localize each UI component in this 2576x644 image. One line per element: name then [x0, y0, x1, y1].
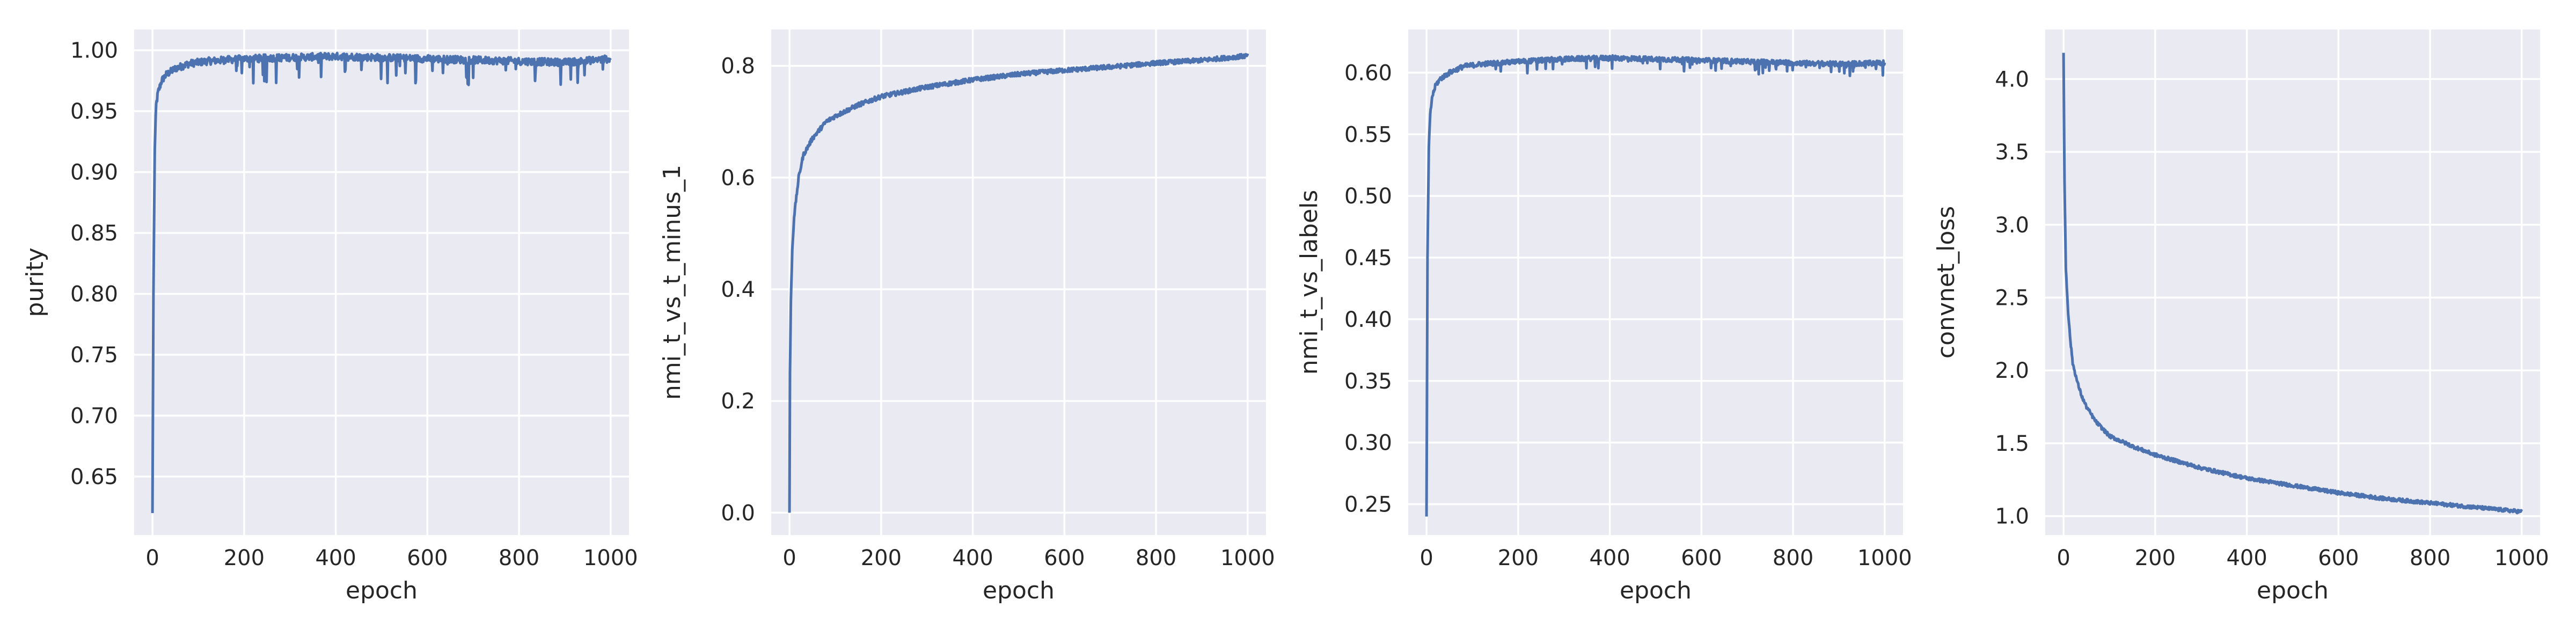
x-tick-label: 600 — [2318, 546, 2359, 570]
x-tick-label: 400 — [952, 546, 993, 570]
y-tick-label: 0.4 — [721, 277, 755, 302]
y-tick-label: 1.00 — [70, 39, 118, 63]
x-tick-label: 400 — [2226, 546, 2267, 570]
y-tick-label: 1.0 — [1995, 504, 2029, 529]
x-tick-label: 0 — [145, 546, 159, 570]
y-tick-label: 2.5 — [1995, 286, 2029, 311]
y-tick-label: 0.25 — [1344, 493, 1392, 517]
chart-panel-2: 0 200 400 600 800 1000 0.0 0.2 0.4 0.6 0.8 epoch nmi… — [658, 30, 1275, 604]
y-tick-label: 0.0 — [721, 501, 755, 525]
y-axis-label: nmi_t_vs_labels — [1296, 190, 1323, 375]
x-tick-label: 0 — [2057, 546, 2070, 570]
y-tick-label: 0.60 — [1344, 61, 1392, 85]
x-tick-label: 600 — [1681, 546, 1722, 570]
y-axis-label: purity — [21, 247, 49, 317]
x-tick-label: 600 — [407, 546, 448, 570]
y-tick-label: 0.6 — [721, 166, 755, 191]
chart-panel-3: 0 200 400 600 800 1000 0.25 0.30 0.35 0.40 0.45 0.5… — [1296, 30, 1912, 604]
y-tick-label: 0.8 — [721, 54, 755, 79]
x-tick-label: 1000 — [1857, 546, 1912, 570]
y-tick-label: 0.55 — [1344, 122, 1392, 147]
series-line — [2062, 53, 2523, 515]
y-tick-label: 0.95 — [70, 99, 118, 124]
x-tick-label: 800 — [2410, 546, 2450, 570]
x-axis-label: epoch — [346, 577, 418, 604]
x-tick-label: 800 — [1773, 546, 1813, 570]
x-axis-label: epoch — [1620, 577, 1692, 604]
series-line — [151, 52, 612, 514]
plot-area — [134, 30, 629, 535]
y-tick-label: 0.2 — [721, 389, 755, 414]
chart-panel-1: 0 200 400 600 800 1000 0.65 0.70 0.75 0.80 0.85 0.9… — [21, 30, 638, 604]
y-tick-label: 3.0 — [1995, 213, 2029, 238]
y-tick-label: 0.80 — [70, 282, 118, 307]
y-tick-label: 0.75 — [70, 343, 118, 368]
y-tick-label: 0.30 — [1344, 431, 1392, 456]
x-axis-label: epoch — [983, 577, 1055, 604]
x-tick-label: 1000 — [1220, 546, 1275, 570]
chart-panel-4: 0 200 400 600 800 1000 1.0 1.5 2.0 2.5 3.0 3.5 4.0 ep… — [1933, 30, 2549, 604]
plot-area — [2045, 30, 2540, 535]
y-tick-label: 0.45 — [1344, 246, 1392, 270]
x-tick-label: 200 — [1498, 546, 1539, 570]
y-tick-label: 1.5 — [1995, 431, 2029, 456]
y-axis-label: convnet_loss — [1933, 206, 1960, 358]
x-axis-label: epoch — [2257, 577, 2329, 604]
y-axis-label: nmi_t_vs_t_minus_1 — [658, 165, 686, 400]
y-tick-label: 0.35 — [1344, 369, 1392, 394]
x-tick-label: 0 — [782, 546, 796, 570]
x-tick-label: 800 — [1136, 546, 1176, 570]
y-tick-label: 0.85 — [70, 221, 118, 246]
y-tick-label: 4.0 — [1995, 67, 2029, 92]
x-tick-label: 0 — [1419, 546, 1433, 570]
x-tick-label: 600 — [1044, 546, 1085, 570]
x-tick-label: 800 — [499, 546, 539, 570]
x-tick-label: 200 — [224, 546, 265, 570]
y-tick-label: 0.90 — [70, 160, 118, 185]
x-tick-label: 1000 — [583, 546, 638, 570]
x-tick-label: 400 — [1589, 546, 1630, 570]
series-line — [1425, 54, 1886, 517]
x-tick-label: 200 — [2135, 546, 2176, 570]
x-tick-label: 1000 — [2494, 546, 2549, 570]
y-tick-label: 0.50 — [1344, 184, 1392, 209]
y-tick-label: 2.0 — [1995, 358, 2029, 383]
y-tick-label: 0.40 — [1344, 308, 1392, 332]
plot-area — [771, 30, 1266, 535]
x-tick-label: 400 — [315, 546, 356, 570]
x-tick-label: 200 — [861, 546, 902, 570]
y-tick-label: 0.65 — [70, 465, 118, 489]
series-line — [788, 53, 1249, 513]
y-tick-label: 0.70 — [70, 404, 118, 429]
plot-area — [1408, 30, 1903, 535]
y-tick-label: 3.5 — [1995, 140, 2029, 165]
